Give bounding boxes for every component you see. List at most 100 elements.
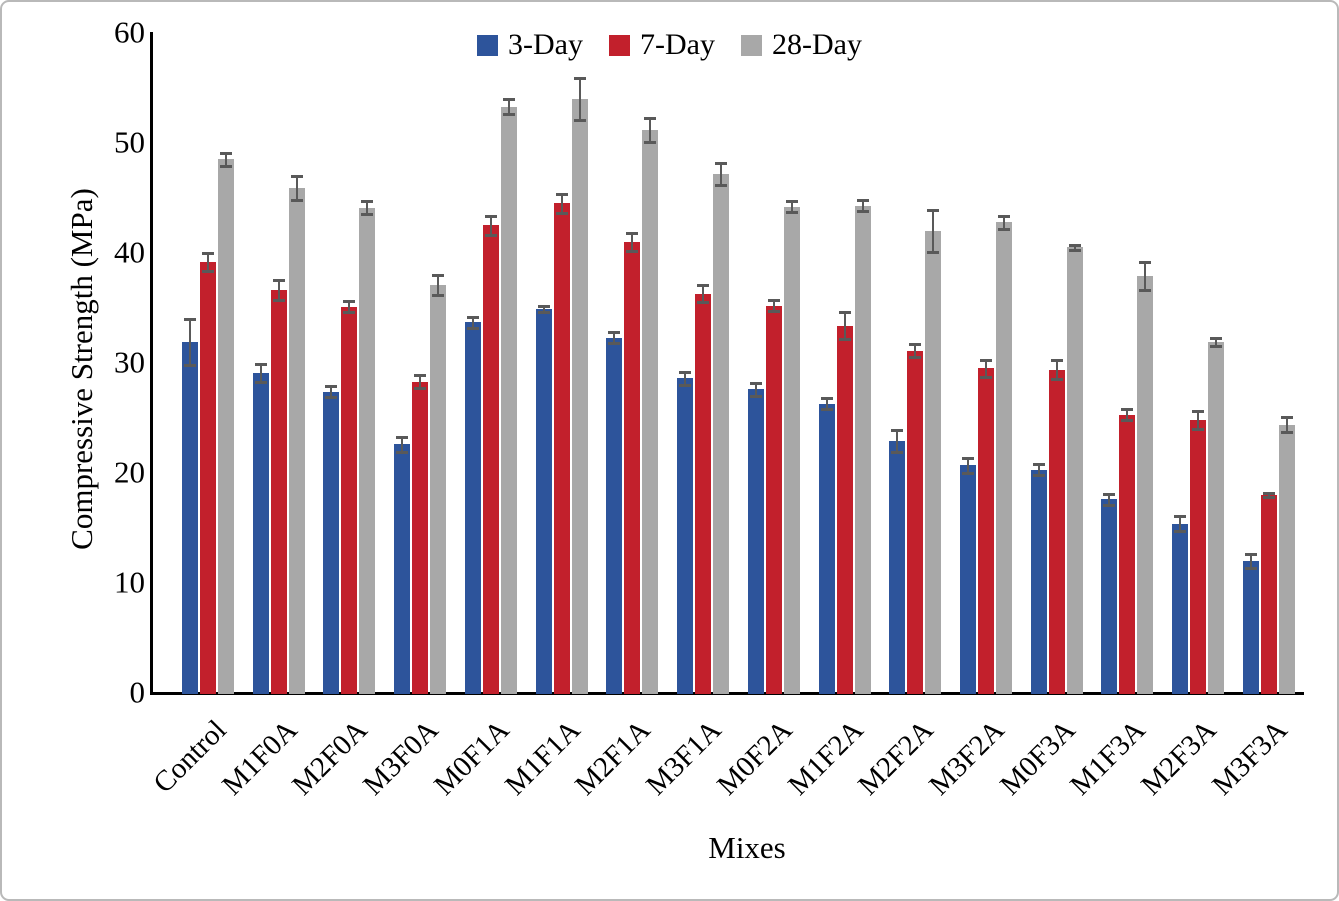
error-bar bbox=[330, 386, 333, 397]
y-axis-tick-label: 0 bbox=[129, 674, 146, 710]
error-bar-cap-bottom bbox=[1262, 496, 1275, 500]
error-bar bbox=[366, 201, 369, 215]
y-axis-line bbox=[150, 32, 153, 695]
error-bar bbox=[259, 364, 262, 382]
error-bar-cap-top bbox=[820, 397, 833, 401]
x-axis-title: Mixes bbox=[708, 830, 786, 865]
error-bar-cap-top bbox=[537, 304, 550, 308]
error-bar-cap-bottom bbox=[644, 140, 657, 144]
bar-3-day-m0f1a bbox=[464, 322, 481, 694]
bar-7-day-m0f3a bbox=[1048, 369, 1065, 694]
bar-28-day-control bbox=[218, 159, 234, 694]
error-bar bbox=[542, 305, 545, 313]
error-bar bbox=[772, 300, 775, 312]
error-bar-cap-bottom bbox=[909, 356, 922, 360]
legend-item-28-day: 28-Day bbox=[740, 28, 862, 61]
bar-7-day-m1f1a bbox=[553, 203, 570, 694]
error-bar-cap-bottom bbox=[1139, 289, 1152, 293]
bar-28-day-m2f3a bbox=[1208, 342, 1225, 694]
error-bar-cap-bottom bbox=[254, 380, 267, 384]
bar-28-day-m1f3a bbox=[1137, 276, 1154, 694]
bar-3-day-m1f0a bbox=[252, 372, 269, 694]
error-bar bbox=[207, 252, 209, 271]
error-bar-cap-bottom bbox=[608, 342, 621, 346]
error-bar bbox=[1108, 493, 1111, 505]
y-axis-tick-label: 20 bbox=[114, 454, 145, 490]
error-bar bbox=[1126, 409, 1129, 421]
y-axis-tick-label: 10 bbox=[114, 564, 145, 600]
error-bar-cap-top bbox=[1068, 244, 1081, 248]
bar-28-day-m0f2a bbox=[783, 206, 800, 694]
error-bar-cap-bottom bbox=[767, 310, 780, 314]
error-bar-cap-bottom bbox=[1210, 345, 1223, 349]
legend-item-7-day: 7-Day bbox=[609, 30, 715, 60]
error-bar bbox=[1055, 359, 1058, 380]
error-bar-cap-bottom bbox=[396, 451, 409, 454]
error-bar-cap-bottom bbox=[891, 451, 904, 454]
bar-3-day-m1f3a bbox=[1101, 499, 1118, 694]
error-bar-cap-bottom bbox=[927, 250, 940, 254]
bar-28-day-m1f2a bbox=[854, 205, 871, 694]
bar-3-day-m0f3a bbox=[1030, 469, 1047, 694]
bar-7-day-m3f3a bbox=[1260, 494, 1277, 694]
bar-28-day-m2f1a bbox=[642, 129, 659, 694]
error-bar-cap-bottom bbox=[184, 364, 196, 368]
bar-7-day-m3f2a bbox=[978, 368, 995, 694]
bar-28-day-m3f1a bbox=[713, 173, 730, 694]
bar-3-day-m3f3a bbox=[1242, 560, 1259, 694]
error-bar bbox=[1267, 492, 1270, 498]
error-bar bbox=[189, 318, 191, 366]
error-bar bbox=[489, 215, 492, 236]
bar-28-day-m2f0a bbox=[359, 207, 376, 694]
error-bar bbox=[1144, 261, 1147, 291]
error-bar bbox=[861, 200, 864, 212]
error-bar-cap-bottom bbox=[697, 301, 710, 305]
error-bar-cap-top bbox=[1244, 553, 1257, 557]
error-bar-cap-bottom bbox=[343, 311, 356, 315]
error-bar-cap-bottom bbox=[1050, 378, 1063, 382]
error-bar-cap-top bbox=[202, 251, 214, 255]
error-bar-cap-top bbox=[254, 363, 267, 366]
error-bar bbox=[967, 457, 970, 473]
error-bar-cap-bottom bbox=[856, 210, 869, 214]
bar-3-day-m2f0a bbox=[323, 391, 340, 694]
error-bar-cap-top bbox=[1210, 336, 1223, 340]
error-bar-cap-bottom bbox=[715, 183, 728, 187]
bar-28-day-m3f0a bbox=[430, 284, 447, 694]
bar-28-day-m0f3a bbox=[1066, 247, 1083, 694]
error-bar-cap-bottom bbox=[626, 249, 639, 253]
error-bar bbox=[471, 316, 474, 328]
error-bar-cap-bottom bbox=[290, 199, 303, 203]
error-bar-cap-bottom bbox=[1244, 566, 1257, 570]
error-bar-cap-top bbox=[1103, 492, 1116, 496]
bar-7-day-m3f1a bbox=[695, 293, 712, 694]
error-bar-cap-top bbox=[432, 273, 445, 277]
error-bar-cap-bottom bbox=[573, 118, 586, 122]
error-bar-cap-top bbox=[184, 317, 196, 321]
error-bar bbox=[790, 201, 793, 213]
legend: 3-Day 7-Day 28-Day bbox=[2, 30, 1337, 60]
error-bar-cap-top bbox=[962, 456, 975, 460]
error-bar-cap-top bbox=[1050, 358, 1063, 362]
bar-28-day-m3f3a bbox=[1278, 424, 1295, 694]
error-bar-cap-top bbox=[220, 151, 232, 155]
error-bar-cap-top bbox=[272, 279, 285, 283]
error-bar-cap-top bbox=[856, 199, 869, 203]
bar-28-day-m1f0a bbox=[288, 188, 305, 694]
error-bar-cap-bottom bbox=[1280, 431, 1293, 435]
legend-item-3-day: 3-Day bbox=[477, 30, 583, 60]
error-bar-cap-top bbox=[785, 200, 798, 204]
error-bar-cap-top bbox=[414, 374, 427, 377]
error-bar-cap-top bbox=[626, 232, 639, 236]
error-bar-cap-bottom bbox=[361, 213, 374, 217]
bar-7-day-m2f3a bbox=[1190, 420, 1207, 694]
legend-label-28-day: 28-Day bbox=[771, 28, 862, 61]
error-bar-cap-top bbox=[1032, 463, 1045, 467]
error-bar-cap-bottom bbox=[1174, 530, 1187, 534]
bar-3-day-m2f3a bbox=[1172, 523, 1189, 694]
bar-7-day-control bbox=[200, 261, 216, 694]
bar-3-day-m3f2a bbox=[960, 465, 977, 694]
error-bar bbox=[225, 152, 227, 166]
error-bar bbox=[1179, 515, 1182, 532]
error-bar bbox=[1003, 215, 1006, 229]
